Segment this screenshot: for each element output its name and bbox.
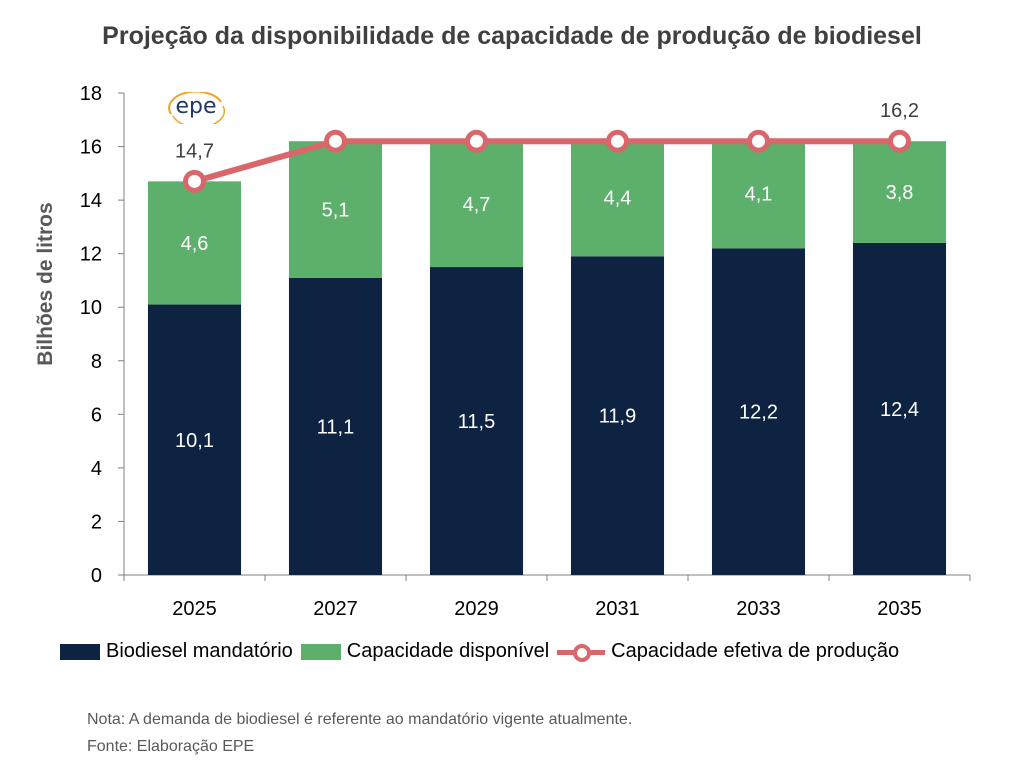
bar-label-disponivel: 4,1 [745, 183, 773, 205]
x-tick-label: 2035 [877, 598, 922, 620]
bar-label-mandatorio: 11,5 [458, 411, 495, 433]
bar-label-mandatorio: 12,2 [739, 402, 778, 424]
y-tick-label: 4 [91, 458, 102, 480]
bar-mandatorio [429, 267, 524, 575]
x-tick-label: 2029 [454, 598, 499, 620]
legend-item-efetiva: Capacidade efetiva de produção [557, 640, 899, 663]
bar-label-disponivel: 4,4 [604, 187, 632, 209]
bar-disponivel [288, 141, 383, 278]
line-label-efetiva: 16,2 [880, 100, 919, 122]
line-label-efetiva: 14,7 [175, 140, 214, 162]
legend-line-efetiva [557, 642, 606, 662]
bar-mandatorio [570, 256, 665, 575]
bar-label-disponivel: 4,7 [463, 194, 491, 216]
bar-disponivel [852, 141, 947, 243]
bar-label-disponivel: 3,8 [886, 182, 914, 204]
y-axis-label: Bilhões de litros [34, 202, 57, 365]
y-tick-label: 6 [91, 404, 102, 426]
bar-disponivel [429, 141, 524, 268]
epe-logo: epe [165, 92, 227, 124]
legend-label-mandatorio: Biodiesel mandatório [106, 640, 293, 662]
bar-label-disponivel: 4,6 [181, 233, 209, 255]
x-tick-label: 2033 [736, 598, 781, 620]
legend-swatch-mandatorio [60, 643, 100, 660]
bar-label-disponivel: 5,1 [322, 199, 350, 221]
line-point-efetiva [747, 129, 770, 153]
logo-text: epe [175, 94, 217, 119]
line-point-efetiva [324, 129, 347, 153]
legend: Biodiesel mandatório Capacidade disponív… [60, 640, 907, 663]
line-point-efetiva [888, 129, 911, 153]
x-tick-label: 2031 [595, 598, 640, 620]
bar-disponivel [711, 138, 806, 249]
x-tick-label: 2027 [313, 598, 358, 620]
legend-item-mandatorio: Biodiesel mandatório [60, 640, 293, 663]
legend-label-disponivel: Capacidade disponível [346, 640, 550, 662]
y-tick-label: 10 [80, 297, 102, 319]
bar-label-mandatorio: 11,1 [317, 416, 354, 438]
bar-label-mandatorio: 12,4 [880, 399, 919, 421]
y-tick-label: 14 [80, 190, 102, 212]
y-tick-label: 16 [80, 137, 102, 159]
x-tick-label: 2025 [172, 598, 217, 620]
chart-source: Fonte: Elaboração EPE [87, 738, 255, 755]
y-tick-label: 18 [80, 83, 102, 105]
bar-label-mandatorio: 11,9 [599, 406, 636, 428]
legend-label-efetiva: Capacidade efetiva de produção [611, 640, 900, 662]
y-tick-label: 12 [80, 244, 102, 266]
line-point-efetiva [183, 169, 206, 193]
bar-disponivel [147, 181, 242, 305]
y-tick-label: 8 [91, 351, 102, 373]
y-tick-label: 2 [91, 511, 102, 533]
legend-swatch-disponivel [300, 643, 341, 660]
bar-mandatorio [288, 277, 383, 575]
bar-mandatorio [852, 242, 947, 575]
chart-title: Projeção da disponibilidade de capacidad… [102, 22, 922, 50]
line-efetiva [193, 138, 900, 185]
legend-item-disponivel: Capacidade disponível [300, 640, 550, 663]
chart-note: Nota: A demanda de biodiesel é referente… [87, 711, 633, 728]
bar-disponivel [570, 138, 665, 257]
bar-mandatorio [711, 248, 806, 576]
chart-svg: 0 2 4 6 8 10 12 14 16 18 2025 2027 2029 2031 2033 2035 B… [34, 83, 971, 620]
line-point-efetiva [465, 129, 488, 153]
y-tick-label: 0 [91, 565, 102, 587]
bar-label-mandatorio: 10,1 [175, 430, 214, 452]
bar-mandatorio [147, 304, 242, 575]
line-point-efetiva [606, 129, 629, 153]
